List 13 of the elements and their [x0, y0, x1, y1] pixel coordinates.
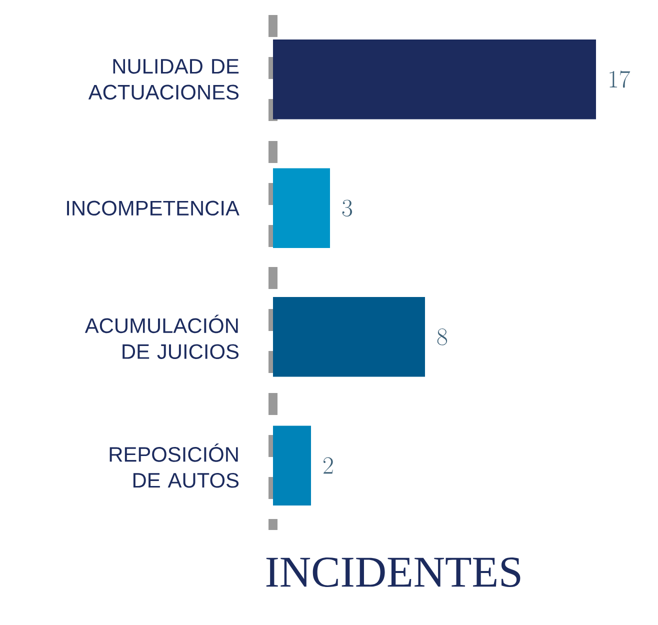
bar — [273, 168, 330, 248]
data-label: 17 — [610, 70, 630, 88]
bar — [273, 426, 311, 506]
y-tick-label: REPOSICIÓN DE AUTOS — [110, 444, 239, 488]
data-label: 3 — [342, 200, 352, 217]
data-label: 8 — [437, 328, 448, 346]
bar — [273, 39, 596, 120]
data-label: 2 — [324, 457, 333, 474]
text: INCIDENTES — [266, 558, 520, 587]
y-tick-label: ACUMULACIÓN DE JUICIOS — [84, 314, 239, 359]
bar — [273, 296, 425, 377]
y-tick-label: INCOMPETENCIA — [67, 200, 240, 216]
y-tick-label: NULIDAD DE ACTUACIONES — [88, 59, 239, 100]
